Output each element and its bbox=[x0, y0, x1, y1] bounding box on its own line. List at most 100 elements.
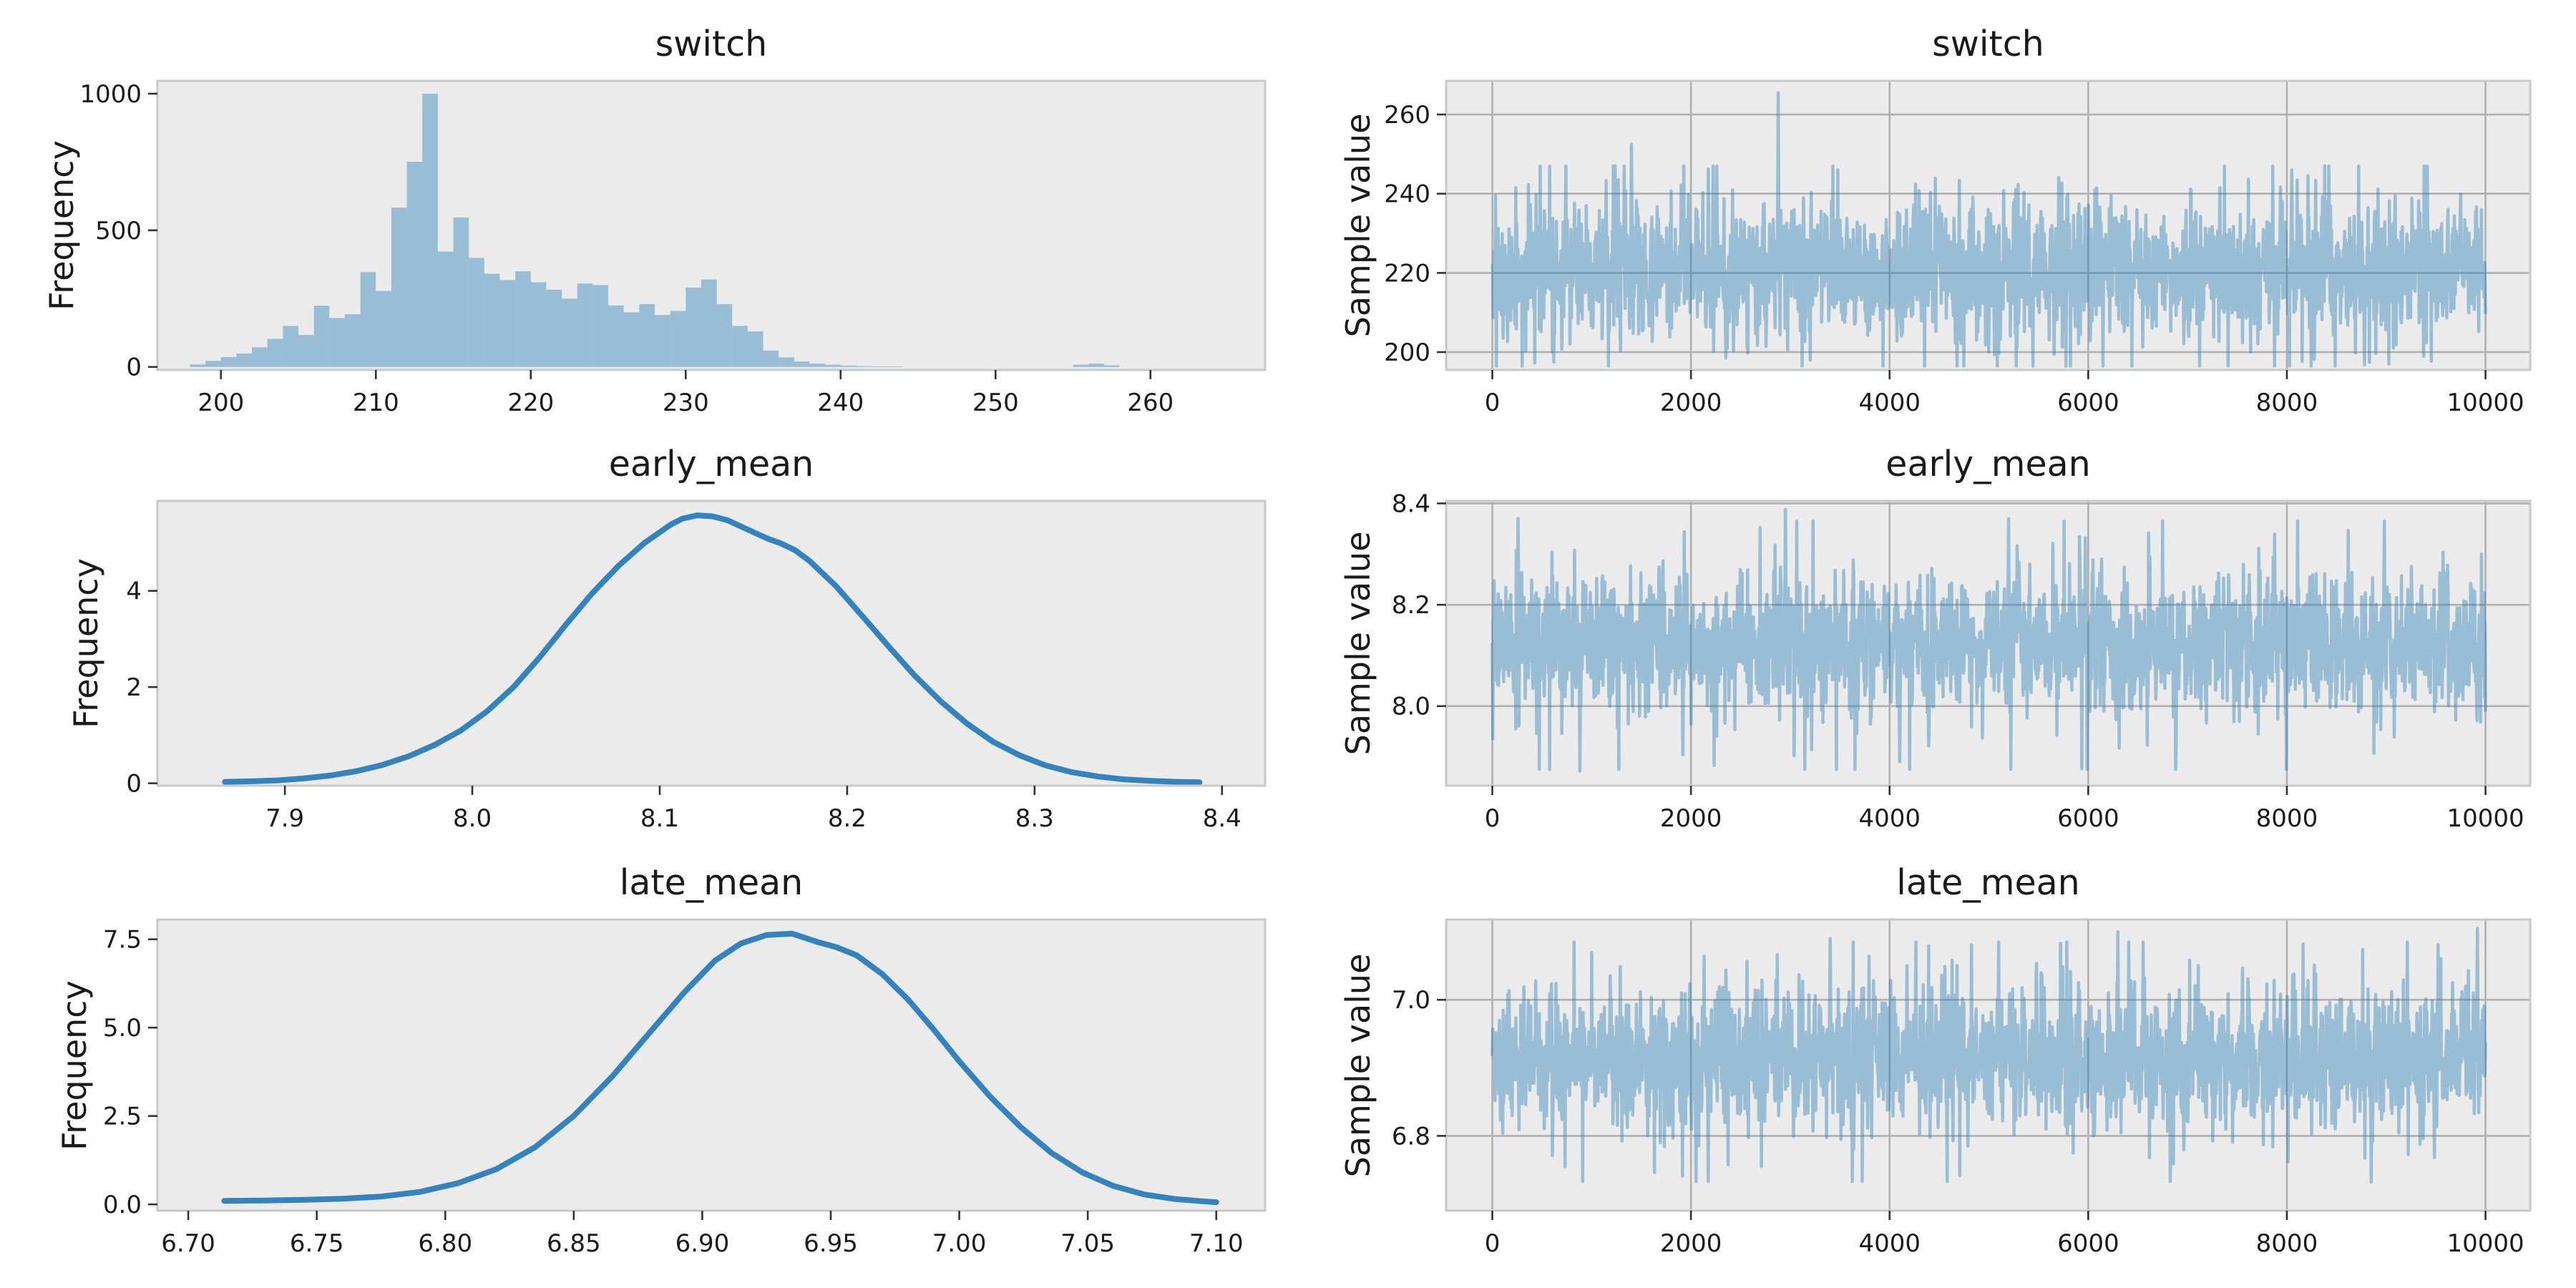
x-tick-label: 6.80 bbox=[418, 1229, 472, 1258]
x-tick-label: 2000 bbox=[1660, 804, 1722, 833]
y-tick-label: 240 bbox=[1384, 180, 1430, 209]
plot-spine bbox=[156, 918, 1267, 1212]
histogram-bar bbox=[530, 282, 547, 367]
mcmc-trace-line bbox=[1491, 507, 2487, 773]
x-tick-label: 2000 bbox=[1660, 389, 1722, 417]
subplot-title-switch-trace: switch bbox=[1932, 24, 2044, 64]
histogram-bar bbox=[546, 289, 562, 367]
y-tick-label: 500 bbox=[95, 217, 142, 245]
plot-spine bbox=[1445, 499, 2532, 787]
y-tick-label: 5.0 bbox=[103, 1014, 142, 1043]
histogram-bar bbox=[453, 217, 469, 367]
x-tick-label: 6.95 bbox=[804, 1229, 858, 1258]
histogram-bar bbox=[422, 93, 438, 367]
x-tick-label: 6.75 bbox=[290, 1229, 344, 1258]
x-tick-label: 10000 bbox=[2446, 389, 2524, 417]
x-tick-label: 7.10 bbox=[1189, 1229, 1244, 1258]
x-tick-label: 0 bbox=[1485, 389, 1501, 417]
histogram-bar bbox=[499, 280, 516, 367]
plot-spine bbox=[1445, 918, 2532, 1212]
histogram-bar bbox=[391, 208, 407, 367]
y-tick-label: 2.5 bbox=[103, 1103, 142, 1131]
plot-panel bbox=[157, 81, 1265, 370]
histogram-bar bbox=[1073, 364, 1089, 367]
y-tick-label: 220 bbox=[1384, 259, 1430, 288]
x-tick-label: 4000 bbox=[1858, 389, 1921, 417]
x-tick-label: 0 bbox=[1485, 1229, 1501, 1258]
plot-panel bbox=[1446, 81, 2530, 370]
x-tick-label: 8.2 bbox=[828, 804, 867, 833]
histogram-bar bbox=[856, 366, 872, 367]
histogram-bar bbox=[344, 314, 361, 367]
x-tick-label: 8000 bbox=[2256, 1229, 2318, 1258]
histogram-bar bbox=[670, 311, 686, 367]
x-tick-label: 6000 bbox=[2057, 1229, 2119, 1258]
x-tick-label: 7.05 bbox=[1060, 1229, 1115, 1258]
histogram-bar bbox=[283, 326, 299, 367]
histogram-bar bbox=[809, 364, 826, 367]
histogram-bar bbox=[794, 361, 810, 367]
histogram-bar bbox=[406, 162, 423, 367]
histogram-bar bbox=[360, 272, 376, 367]
y-axis-label-frequency-switch: Frequency bbox=[42, 140, 81, 311]
histogram-bar bbox=[1103, 365, 1120, 367]
subplot-title-late-mean-kde: late_mean bbox=[619, 862, 804, 903]
plot-spine bbox=[1445, 79, 2532, 371]
histogram-bar bbox=[298, 335, 314, 367]
histogram-bar bbox=[623, 312, 640, 367]
histogram-bar bbox=[825, 364, 841, 367]
histogram-bar bbox=[267, 338, 283, 367]
y-tick-label: 6.8 bbox=[1392, 1122, 1430, 1151]
histogram-bar bbox=[313, 306, 330, 367]
x-tick-label: 10000 bbox=[2446, 804, 2524, 833]
x-tick-label: 6.90 bbox=[675, 1229, 730, 1258]
x-tick-label: 8.0 bbox=[453, 804, 492, 833]
x-tick-label: 250 bbox=[972, 389, 1019, 417]
plot-spine bbox=[156, 79, 1267, 371]
histogram-bar bbox=[205, 361, 221, 367]
histogram-bar bbox=[686, 288, 701, 367]
y-tick-label: 260 bbox=[1384, 101, 1430, 130]
histogram-bar bbox=[887, 366, 903, 367]
histogram-bar bbox=[437, 251, 454, 367]
y-tick-label: 8.0 bbox=[1392, 693, 1430, 721]
y-tick-label: 0 bbox=[126, 353, 142, 382]
histogram-bar bbox=[608, 305, 624, 367]
y-tick-label: 7.0 bbox=[1392, 986, 1430, 1015]
kde-curve bbox=[221, 930, 1219, 1206]
subplot-title-early-mean-kde: early_mean bbox=[608, 444, 814, 484]
x-tick-label: 6.85 bbox=[547, 1229, 601, 1258]
histogram-bar bbox=[252, 347, 268, 367]
x-tick-label: 6.70 bbox=[161, 1229, 215, 1258]
subplot-title-switch-hist: switch bbox=[655, 24, 768, 64]
histogram-bar bbox=[329, 318, 345, 367]
plot-panel bbox=[1446, 501, 2530, 786]
x-tick-label: 4000 bbox=[1858, 804, 1921, 833]
histogram-bar bbox=[220, 357, 237, 367]
mcmc-trace-line bbox=[1491, 927, 2487, 1184]
y-tick-label: 1000 bbox=[79, 80, 142, 109]
y-axis-label-sample-value-switch: Sample value bbox=[1339, 113, 1377, 338]
y-tick-label: 8.4 bbox=[1392, 489, 1430, 518]
y-axis-label-sample-value-early: Sample value bbox=[1339, 531, 1377, 756]
y-tick-label: 200 bbox=[1384, 338, 1430, 367]
y-axis-label-sample-value-late: Sample value bbox=[1339, 953, 1377, 1177]
histogram-bar bbox=[190, 364, 206, 367]
x-tick-label: 210 bbox=[353, 389, 399, 417]
x-tick-label: 220 bbox=[507, 389, 554, 417]
y-tick-label: 7.5 bbox=[103, 926, 142, 955]
y-tick-label: 0 bbox=[126, 770, 142, 799]
histogram-bar bbox=[1088, 364, 1104, 367]
histogram-bar bbox=[701, 279, 717, 367]
x-tick-label: 10000 bbox=[2446, 1229, 2524, 1258]
histogram-bar bbox=[654, 315, 670, 367]
x-tick-label: 8.4 bbox=[1203, 804, 1241, 833]
y-tick-label: 4 bbox=[126, 577, 142, 606]
histogram-bar bbox=[872, 366, 887, 367]
plot-spine bbox=[156, 499, 1267, 787]
histogram-bar bbox=[577, 283, 593, 367]
histogram-bar bbox=[236, 353, 253, 367]
x-tick-label: 7.00 bbox=[932, 1229, 987, 1258]
x-tick-label: 6000 bbox=[2057, 804, 2119, 833]
